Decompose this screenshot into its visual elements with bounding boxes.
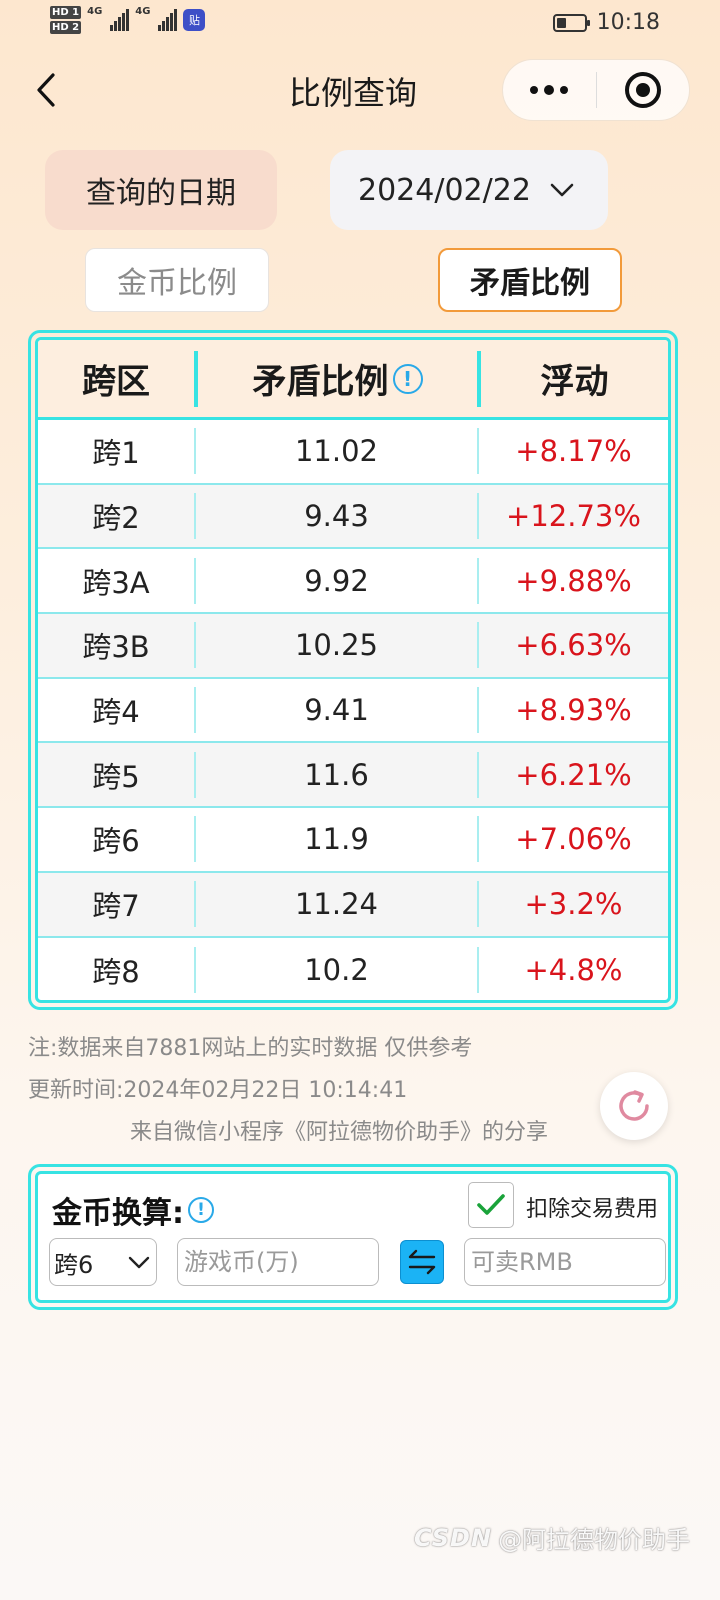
back-icon[interactable] [26,72,66,108]
chevron-down-icon [550,183,574,197]
cell-zone: 跨3A [82,565,150,600]
tab-shield-ratio[interactable]: 矛盾比例 [438,248,622,312]
cell-zone: 跨4 [92,695,140,730]
cell-change: +6.63% [477,622,668,669]
more-dots-icon [530,84,569,95]
server-select-value: 跨6 [54,1250,94,1279]
table-row: 跨7 11.24 +3.2% [38,872,668,938]
table-row: 跨3A 9.92 +9.88% [38,549,668,615]
info-icon[interactable]: ! [392,363,423,394]
refresh-icon [619,1090,649,1121]
table-row: 跨3B 10.25 +6.63% [38,614,668,679]
header-ratio: 矛盾比例 [252,362,389,402]
swap-button[interactable] [400,1240,444,1284]
date-label: 查询的日期 [45,150,277,230]
header-zone: 跨区 [82,362,150,402]
ratio-table: 跨区 矛盾比例 ! 浮动 跨1 11.02 +8.17% 跨2 9.43 +12.73% 跨… [28,330,678,1010]
hd1-badge: HD 1 [50,6,82,19]
network-type-2: 4G [135,6,151,17]
table-row: 跨4 9.41 +8.93% [38,679,668,744]
clock: 10:18 [596,10,660,35]
share-source: 来自微信小程序《阿拉德物价助手》的分享 [130,1120,549,1145]
watermark-text: @阿拉德物价助手 [498,1526,691,1554]
signal-icon [110,9,130,31]
watermark-logo: CSDN [414,1523,493,1552]
more-button[interactable] [503,60,596,120]
table-row: 跨6 11.9 +7.06% [38,808,668,873]
capsule-divider [595,72,597,108]
app-notification-icon: 贴 [183,9,206,31]
battery-level [556,17,567,28]
page-title: 比例查询 [288,74,417,112]
cell-change: +3.2% [477,881,668,928]
header-change: 浮动 [477,350,668,407]
status-bar-right: 10:18 [552,10,660,35]
battery-icon [552,13,590,32]
converter-info-icon[interactable]: ! [188,1197,214,1223]
gold-converter: 金币换算: ! 扣除交易费用 跨6 [28,1164,678,1310]
signal-icon [158,9,178,31]
game-coin-input[interactable] [177,1238,379,1286]
gold-converter-inner: 金币换算: ! 扣除交易费用 跨6 [35,1171,671,1303]
table-body: 跨1 11.02 +8.17% 跨2 9.43 +12.73% 跨3A 9.92 +9.88% 跨… [38,420,668,1001]
converter-title: 金币换算: [52,1196,184,1231]
cell-ratio: 11.02 [194,428,477,475]
ratio-table-inner: 跨区 矛盾比例 ! 浮动 跨1 11.02 +8.17% 跨2 9.43 +12.73% 跨… [35,337,671,1003]
cell-ratio: 11.24 [194,881,477,928]
cell-change: +6.21% [477,751,668,798]
cell-ratio: 9.41 [194,687,477,734]
network-type-1: 4G [87,6,103,17]
cell-ratio: 11.6 [194,751,477,798]
hd2-badge: HD 2 [50,21,82,34]
cell-zone: 跨7 [92,889,140,924]
cell-ratio: 11.9 [194,816,477,863]
cell-ratio: 9.43 [194,493,477,540]
refresh-button[interactable] [600,1072,668,1140]
cell-zone: 跨3B [82,630,150,665]
close-mini-program-button[interactable] [597,60,690,120]
watermark: CSDN @阿拉德物价助手 [414,1520,690,1555]
cell-change: +7.06% [477,816,668,863]
swap-arrows-icon [408,1249,436,1275]
status-bar-left: HD 1 HD 2 4G 4G 贴 [50,6,206,34]
table-row: 跨5 11.6 +6.21% [38,743,668,809]
date-value: 2024/02/22 [358,172,531,208]
cell-zone: 跨6 [92,824,140,859]
rmb-input[interactable] [464,1238,666,1286]
date-picker[interactable]: 2024/02/22 [330,150,608,230]
mini-program-capsule [502,59,690,121]
cell-zone: 跨2 [92,501,140,536]
cell-ratio: 10.25 [194,622,477,669]
table-header: 跨区 矛盾比例 ! 浮动 [38,340,668,420]
cell-zone: 跨8 [92,954,140,989]
cell-change: +8.93% [477,687,668,734]
check-icon [477,1194,505,1215]
table-row: 跨8 10.2 +4.8% [38,938,668,1001]
server-select[interactable]: 跨6 [49,1238,157,1286]
cell-change: +9.88% [477,557,668,604]
cell-ratio: 9.92 [194,557,477,604]
header-ratio-cell: 矛盾比例 ! [194,350,477,407]
tab-gold-ratio[interactable]: 金币比例 [85,248,269,312]
converter-title-row: 金币换算: ! [52,1188,214,1232]
table-row: 跨1 11.02 +8.17% [38,420,668,485]
deduct-fee-checkbox[interactable] [468,1182,514,1228]
chevron-down-icon [128,1256,150,1268]
cell-change: +12.73% [477,493,668,540]
deduct-fee-label: 扣除交易费用 [526,1197,659,1222]
cell-zone: 跨1 [92,436,140,471]
data-source-note: 注:数据来自7881网站上的实时数据 仅供参考 [28,1036,473,1061]
table-row: 跨2 9.43 +12.73% [38,484,668,550]
cell-zone: 跨5 [92,759,140,794]
status-bar: HD 1 HD 2 4G 4G 贴 10:18 [0,0,720,50]
cell-ratio: 10.2 [194,946,477,993]
cell-change: +8.17% [477,428,668,475]
cell-change: +4.8% [477,946,668,993]
update-time: 更新时间:2024年02月22日 10:14:41 [28,1078,408,1103]
target-circle-icon [624,72,661,108]
